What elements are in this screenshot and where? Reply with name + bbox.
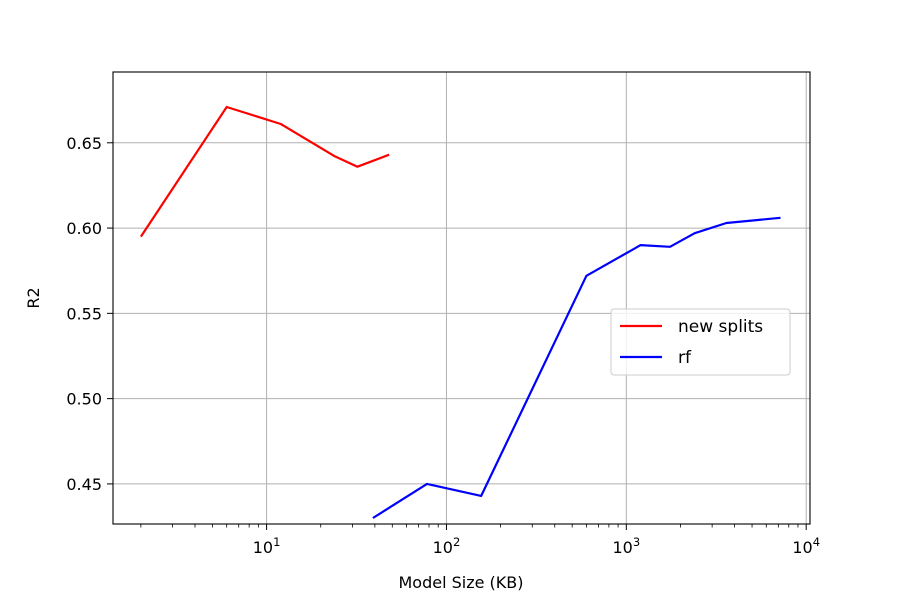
x-tick-label-base: 10 — [433, 538, 453, 557]
y-tick-label: 0.50 — [66, 390, 102, 409]
series-lines — [139, 105, 781, 519]
y-tick-label: 0.55 — [66, 304, 102, 323]
x-tick-label: 102 — [433, 535, 461, 557]
series-line-rf — [372, 216, 781, 519]
x-tick-label-base: 10 — [792, 538, 812, 557]
plot-area-frame — [112, 71, 811, 525]
x-tick-label: 104 — [792, 535, 820, 557]
y-tick-label: 0.45 — [66, 475, 102, 494]
x-tick-label-base: 10 — [612, 538, 632, 557]
legend-label-new-splits: new splits — [678, 317, 763, 337]
grid-lines — [113, 72, 810, 524]
x-tick-label: 103 — [612, 535, 640, 557]
y-axis-label: R2 — [24, 287, 43, 308]
x-tick-label: 101 — [253, 535, 281, 557]
legend-label-rf: rf — [678, 348, 692, 368]
y-axis-ticks: 0.45 0.50 0.55 0.60 0.65 — [66, 134, 113, 494]
x-minor-ticks — [140, 524, 799, 528]
x-tick-label-exponent: 3 — [633, 535, 640, 549]
x-tick-label-exponent: 4 — [813, 535, 820, 549]
x-tick-label-base: 10 — [253, 538, 273, 557]
x-tick-label-exponent: 2 — [453, 535, 460, 549]
x-tick-label-exponent: 1 — [273, 535, 280, 549]
x-axis-label: Model Size (KB) — [398, 573, 523, 592]
y-tick-label: 0.60 — [66, 219, 102, 238]
legend: new splits rf — [610, 308, 791, 376]
series-line-new-splits — [139, 105, 390, 238]
x-axis-ticks: 101 102 103 104 — [253, 524, 820, 557]
y-tick-label: 0.65 — [66, 134, 102, 153]
